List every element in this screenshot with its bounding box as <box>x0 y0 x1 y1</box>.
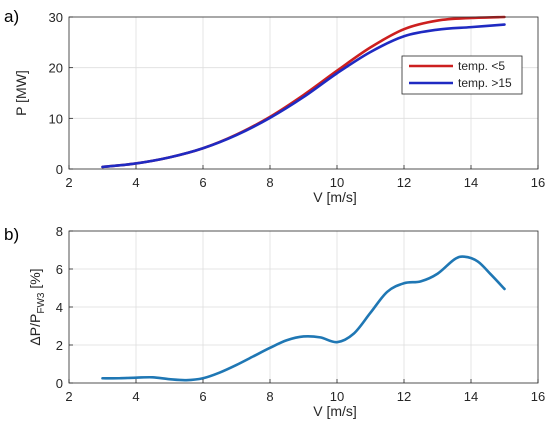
panel-a-series <box>101 15 506 169</box>
panel-a-ytick-label: 20 <box>49 61 63 76</box>
panel-a-xtick-label: 16 <box>531 175 545 190</box>
panel-b-ytick-label: 0 <box>56 376 63 391</box>
legend: temp. <5 temp. >15 <box>401 55 523 95</box>
panel-b-grid <box>69 231 538 383</box>
panel-b-ytick-label: 2 <box>56 338 63 353</box>
panel-b-xlabel: V [m/s] <box>313 403 357 419</box>
panel-b-series-line-0 <box>101 255 506 382</box>
legend-label-warm: temp. >15 <box>458 76 512 90</box>
panel-b-ytick-label: 6 <box>56 262 63 277</box>
panel-b-label: b) <box>4 225 19 244</box>
panel-b-xtick-label: 6 <box>199 389 206 404</box>
legend-box <box>401 55 523 95</box>
panel-a-xtick-label: 4 <box>132 175 139 190</box>
panel-b-ylabel: ΔP/PFW3 [%] <box>27 268 47 345</box>
panel-b-ylabel-unit: [%] <box>27 268 43 292</box>
panel-a-xtick-label: 8 <box>266 175 273 190</box>
panel-a-xtick-label: 6 <box>199 175 206 190</box>
panel-a-xtick-label: 2 <box>65 175 72 190</box>
panel-b-xtick-label: 14 <box>464 389 478 404</box>
panel-b-ylabel-main: ΔP/P <box>27 314 43 346</box>
panel-b-xtick-label: 2 <box>65 389 72 404</box>
panel-a: a) 2 4 6 8 10 12 14 16 0 10 20 30 V [m/s] P [MW] te… <box>4 7 545 205</box>
panel-a-xtick-label: 12 <box>397 175 411 190</box>
panel-a-axes-box <box>68 16 539 170</box>
panel-a-series-line-1 <box>101 23 506 169</box>
panel-a-xlabel: V [m/s] <box>313 189 357 205</box>
panel-a-ytick-label: 0 <box>56 162 63 177</box>
panel-a-label: a) <box>4 7 19 26</box>
panel-b-xtick-label: 8 <box>266 389 273 404</box>
panel-b-ylabel-sub: FW3 <box>36 292 47 314</box>
panel-a-ytick-label: 30 <box>49 10 63 25</box>
panel-a-xtick-label: 10 <box>330 175 344 190</box>
legend-label-cold: temp. <5 <box>458 59 505 73</box>
panel-b-xtick-label: 12 <box>397 389 411 404</box>
panel-a-ticks: 2 4 6 8 10 12 14 16 0 10 20 30 <box>49 10 546 190</box>
panel-b-ytick-label: 8 <box>56 224 63 239</box>
panel-b-xtick-label: 10 <box>330 389 344 404</box>
panel-b-ytick-label: 4 <box>56 300 63 315</box>
panel-b-xtick-label: 16 <box>531 389 545 404</box>
panel-a-ytick-label: 10 <box>49 111 63 126</box>
panel-b-series <box>101 255 506 382</box>
panel-a-ylabel: P [MW] <box>13 70 29 116</box>
panel-b-xtick-label: 4 <box>132 389 139 404</box>
panel-a-xtick-label: 14 <box>464 175 478 190</box>
